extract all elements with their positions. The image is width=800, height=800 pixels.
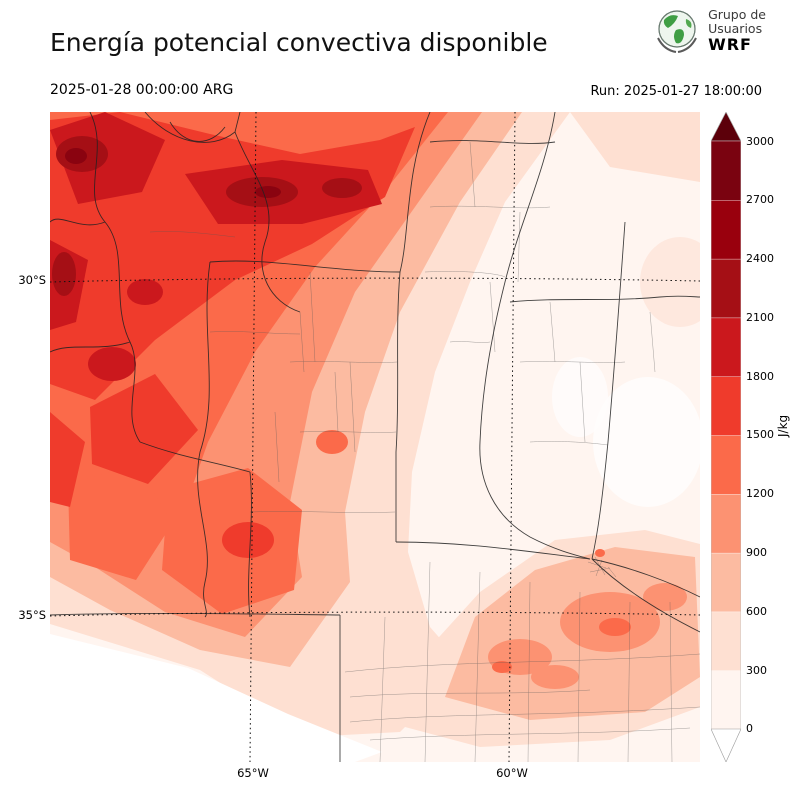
lat-label-30s: 30°S [18,273,46,287]
province-borders [49,111,701,762]
lon-label-60w: 60°W [496,766,528,780]
map-area [49,111,720,763]
logo-line3: WRF [708,35,752,55]
page-title: Energía potencial convectiva disponible [50,28,548,57]
colorbar-arrow-up [710,111,742,142]
colorbar [710,111,742,763]
colorbar-segment [710,552,742,613]
colorbar-segment [710,199,742,260]
cape-field [50,112,720,762]
lon-label-65w: 65°W [237,766,269,780]
cape-map-canvas [49,111,720,763]
colorbar-segment [710,258,742,319]
colorbar-segment [710,317,742,377]
lat-label-35s: 35°S [18,608,46,622]
globe-wreath-icon [657,10,697,53]
colorbar-segment [710,493,742,554]
colorbar-segments [710,140,742,730]
colorbar-tick-labels: 3000 2700 2400 2100 1800 1500 1200 900 6… [746,134,774,736]
logo-line2: Usuarios [708,21,763,37]
colorbar-segment [710,140,742,201]
run-time-label: Run: 2025-01-27 18:00:00 [590,84,762,99]
department-boundaries [149,141,701,763]
graticule-lines [49,111,701,763]
colorbar-segment [710,670,742,730]
colorbar-canvas [710,111,742,763]
colorbar-segment [710,611,742,671]
colorbar-arrow-down [710,728,742,763]
wrf-users-group-logo: Grupo de Usuarios WRF [654,8,766,54]
colorbar-segment [710,434,742,495]
valid-time-label: 2025-01-28 00:00:00 ARG [50,82,234,98]
logo-line1: Grupo de [708,7,766,23]
colorbar-segment [710,376,742,436]
logo-text: Grupo de Usuarios WRF [708,8,766,54]
